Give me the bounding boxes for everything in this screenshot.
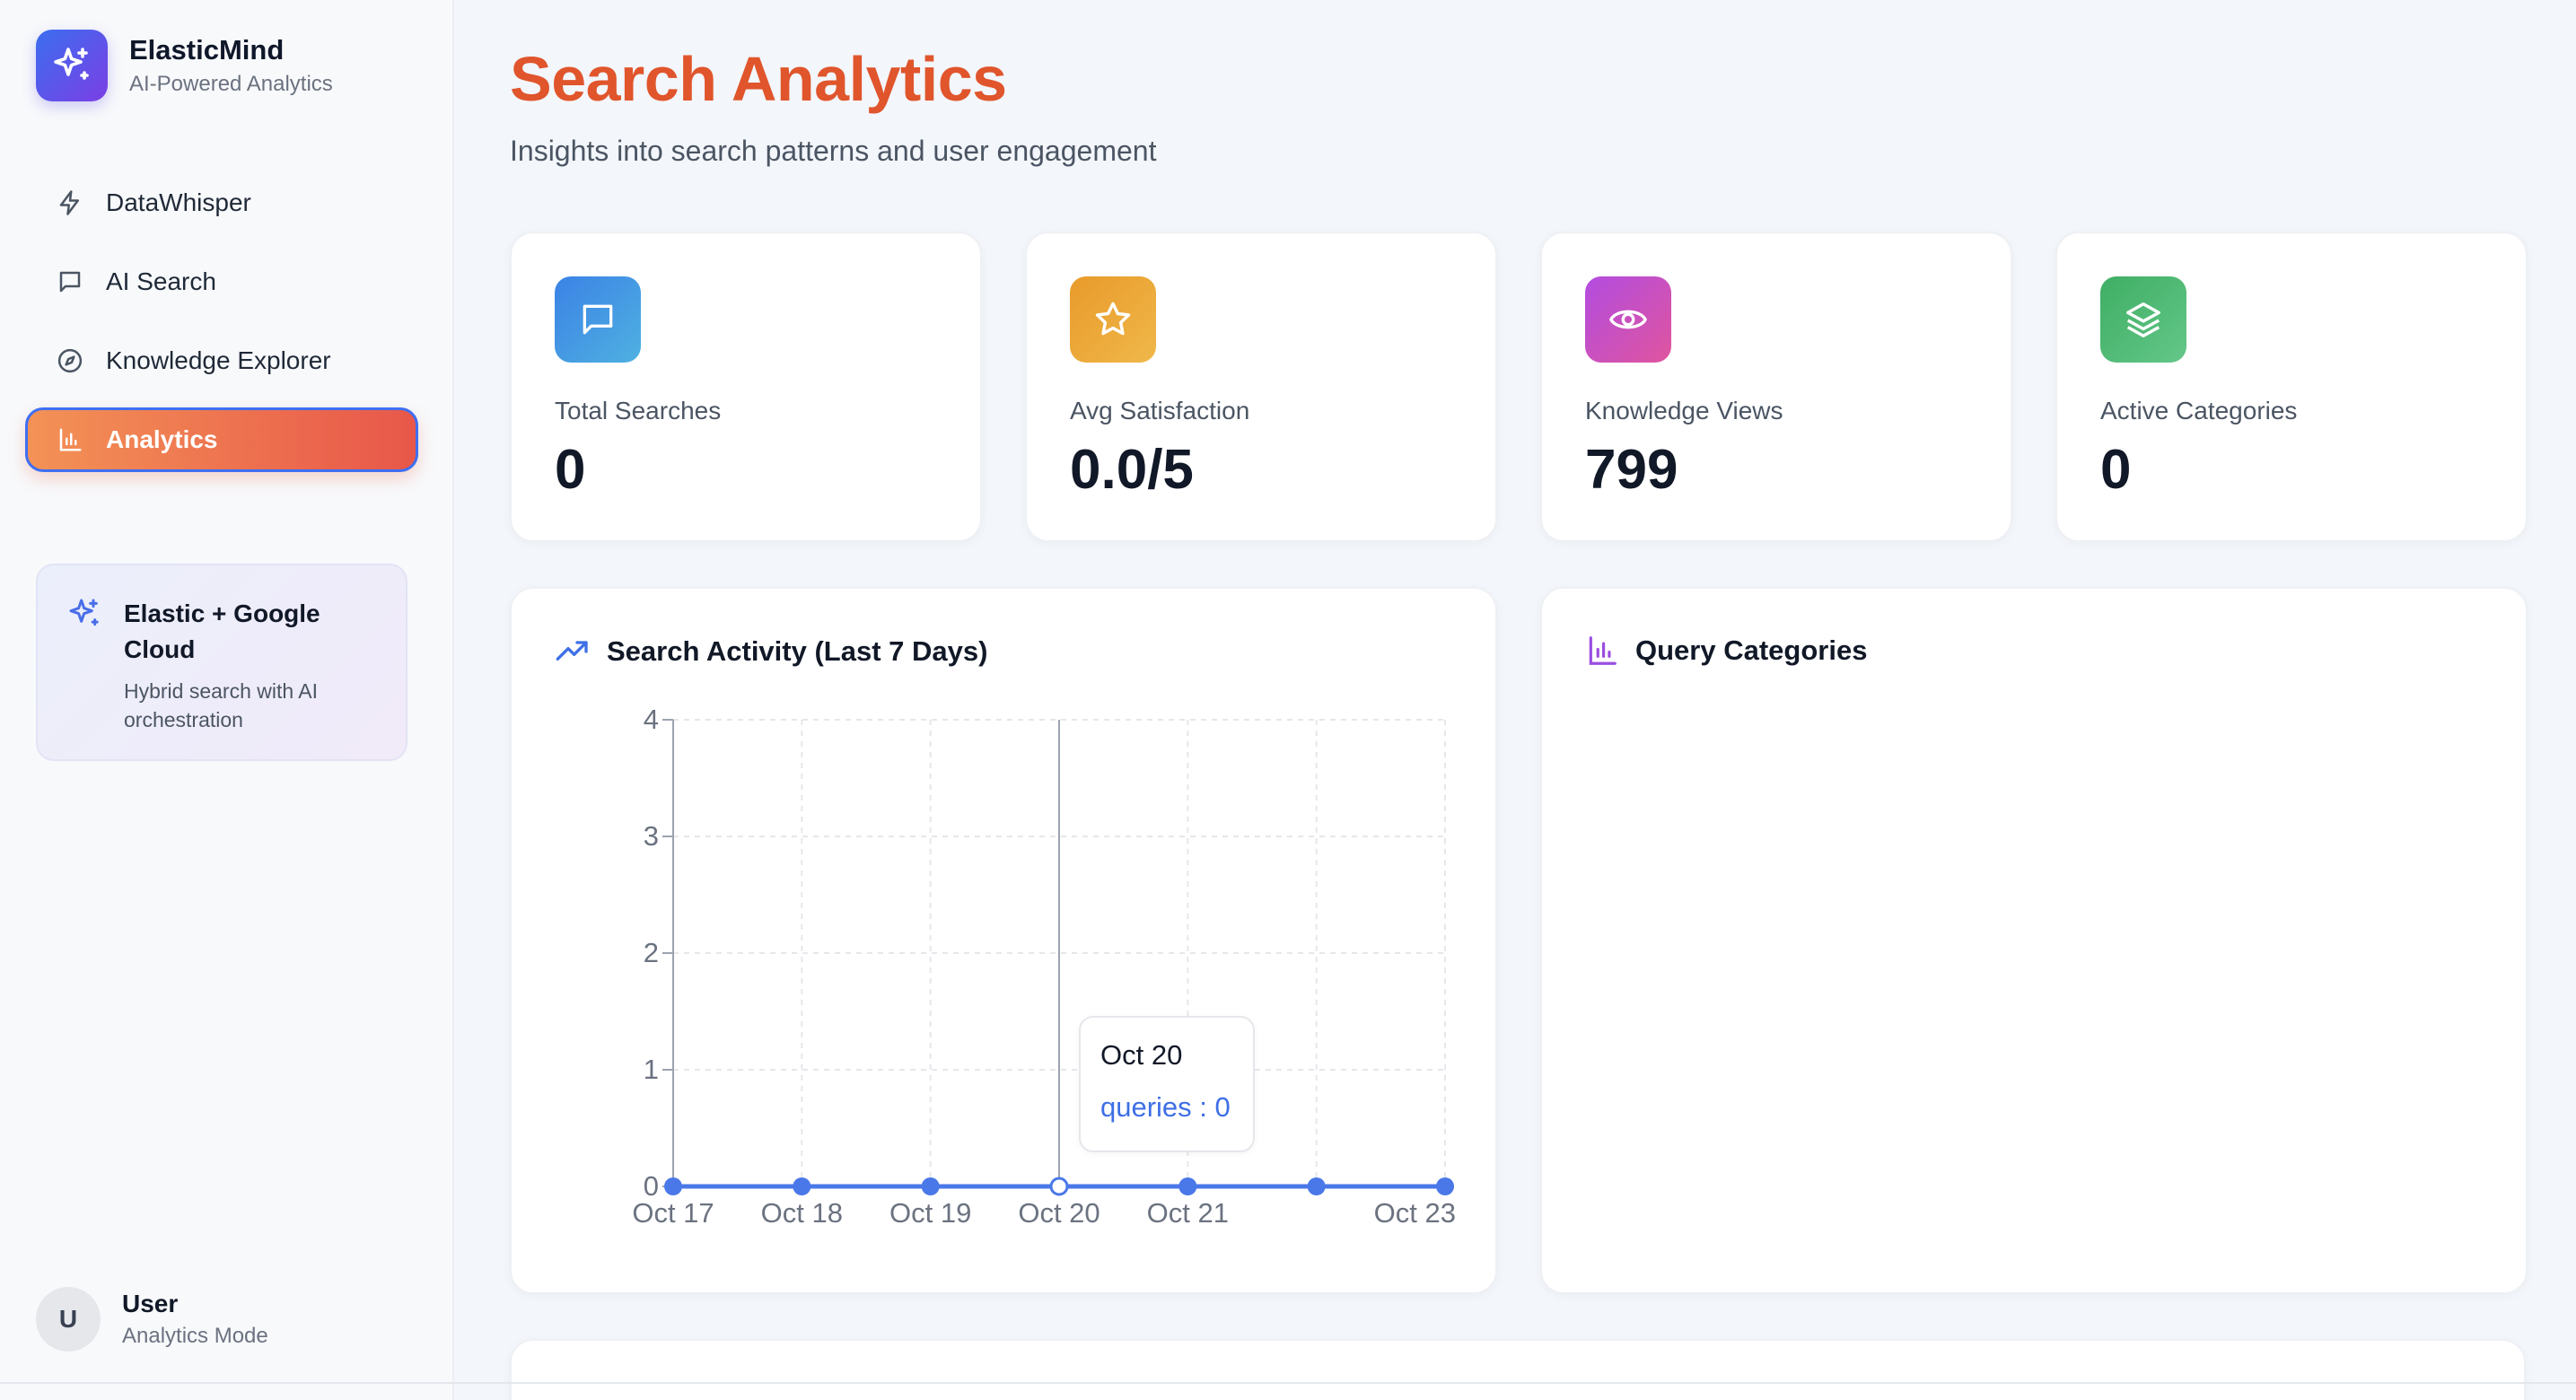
data-point [1307,1177,1326,1195]
page-subtitle: Insights into search patterns and user e… [510,135,1157,167]
tooltip-date: Oct 20 [1100,1039,1183,1071]
sidebar-item-datawhisper[interactable]: DataWhisper [25,171,418,235]
sparkles-icon [66,596,102,759]
user-profile[interactable]: U User Analytics Mode [36,1287,268,1352]
sidebar: ElasticMind AI-Powered Analytics DataWhi… [0,0,454,1400]
brand[interactable]: ElasticMind AI-Powered Analytics [36,30,333,101]
message-square-icon [555,276,641,363]
user-mode: Analytics Mode [122,1324,268,1348]
search-activity-card: 0 1 2 3 4 Oct 17 Oct 18 Oct 19 Oct 20 Oct 21 Oct 2… [510,587,1497,1294]
sidebar-item-label: DataWhisper [106,188,251,216]
promo-title: Elastic + Google Cloud [124,599,320,663]
stat-card-knowledge-views: Knowledge Views 799 [1540,232,2012,542]
x-tick-label: Oct 17 [632,1197,714,1229]
x-tick-label: Oct 19 [889,1197,971,1229]
stat-card-active-categories: Active Categories 0 [2055,232,2528,542]
panel-title-text: Query Categories [1635,634,1868,666]
stat-value: 0.0/5 [1070,439,1194,501]
y-tick-label: 3 [644,820,659,852]
stat-card-total-searches: Total Searches 0 [510,232,982,542]
y-tick-label: 4 [644,704,659,735]
sidebar-item-ai-search[interactable]: AI Search [25,249,418,314]
sidebar-item-label: Analytics [106,425,218,453]
stat-card-avg-satisfaction: Avg Satisfaction 0.0/5 [1025,232,1497,542]
x-tick-label: Oct 23 [1374,1197,1456,1229]
bar-chart-icon [1585,634,1619,668]
layers-icon [2100,276,2186,363]
panel-title: Search Activity (Last 7 Days) [555,634,987,669]
query-categories-card: Query Categories [1540,587,2528,1294]
app-tagline: AI-Powered Analytics [129,71,333,96]
stat-value: 799 [1585,439,1678,501]
sidebar-item-knowledge-explorer[interactable]: Knowledge Explorer [25,328,418,393]
promo-card: Elastic + Google Cloud Hybrid search wit… [36,564,407,761]
compass-icon [56,346,84,375]
stat-value: 0 [555,439,586,501]
stat-label: Active Categories [2100,397,2298,424]
stat-label: Avg Satisfaction [1070,397,1250,424]
eye-icon [1585,276,1671,363]
bar-chart-icon [56,425,84,454]
star-icon [1070,276,1156,363]
data-point [921,1177,940,1195]
trending-up-icon [555,634,591,669]
tooltip-value: queries : 0 [1100,1091,1231,1123]
chart-tooltip: Oct 20 queries : 0 [1079,1016,1255,1152]
x-tick-label: Oct 21 [1147,1197,1229,1229]
message-square-icon [56,267,84,296]
data-point [1178,1177,1197,1195]
sidebar-item-label: Knowledge Explorer [106,346,331,374]
user-name: User [122,1290,179,1317]
y-tick-label: 1 [644,1054,659,1085]
data-point-active [1049,1177,1069,1196]
data-point [1436,1177,1454,1195]
divider [0,1382,2576,1384]
y-tick-label: 0 [644,1170,659,1202]
x-tick-label: Oct 18 [761,1197,843,1229]
sidebar-nav: DataWhisper AI Search Knowledge Explorer… [25,171,418,486]
stat-value: 0 [2100,439,2132,501]
avatar: U [36,1287,101,1352]
next-panel-card [510,1339,2526,1400]
y-tick-label: 2 [644,937,659,968]
stat-label: Knowledge Views [1585,397,1783,424]
sidebar-item-label: AI Search [106,267,216,295]
data-point [793,1177,811,1195]
page-title: Search Analytics [510,44,1007,114]
sidebar-item-analytics[interactable]: Analytics [25,407,418,472]
x-tick-label: Oct 20 [1018,1197,1100,1229]
app-name: ElasticMind [129,34,285,66]
panel-title: Query Categories [1585,634,1867,668]
panel-title-text: Search Activity (Last 7 Days) [607,635,988,667]
promo-subtitle: Hybrid search with AI orchestration [124,679,319,731]
data-point [664,1177,682,1195]
stat-label: Total Searches [555,397,722,424]
search-activity-chart: 0 1 2 3 4 Oct 17 Oct 18 Oct 19 Oct 20 Oct 21 Oct 2… [632,704,1456,1229]
sparkles-icon [36,30,108,101]
lightning-icon [56,188,84,217]
